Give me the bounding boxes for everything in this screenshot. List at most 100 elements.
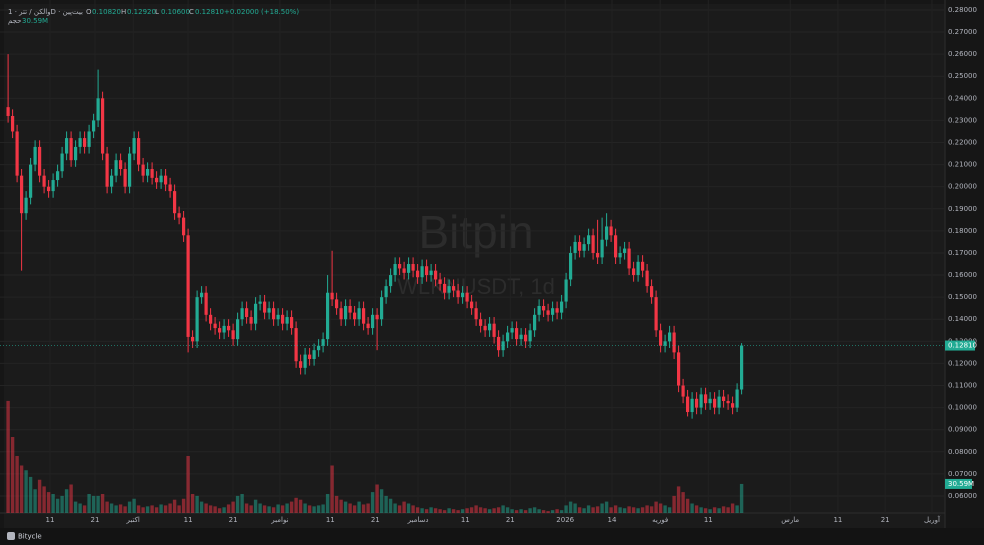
candle-body xyxy=(285,317,289,324)
candle-body xyxy=(344,305,348,320)
candle-body xyxy=(222,325,226,333)
volume-bar xyxy=(370,492,375,513)
volume-bar xyxy=(384,495,388,513)
open-value: 0.10820 xyxy=(92,8,121,16)
volume-bar xyxy=(690,503,694,513)
volume-bar xyxy=(330,465,334,513)
candle-body xyxy=(632,268,636,276)
candle-body xyxy=(465,292,469,302)
volume-bar xyxy=(631,507,636,513)
volume-bar xyxy=(141,507,145,513)
volume-bar xyxy=(339,499,343,513)
volume-value: 30.59M xyxy=(22,17,48,25)
candle-body xyxy=(506,332,510,342)
volume-bar xyxy=(289,501,294,513)
volume-bar xyxy=(546,511,550,513)
candle-body xyxy=(254,303,258,324)
candle-body xyxy=(600,239,604,258)
volume-bar xyxy=(397,505,402,513)
open-label: O xyxy=(86,8,92,16)
volume-bar xyxy=(69,484,73,513)
volume-bar xyxy=(222,507,226,513)
candle-body xyxy=(654,297,658,331)
candle-body xyxy=(713,398,717,408)
volume-bar xyxy=(352,505,357,513)
candle-body xyxy=(704,394,708,404)
volume-bar xyxy=(393,503,397,513)
low-label: L xyxy=(155,8,159,16)
candle-body xyxy=(537,305,541,315)
volume-bar xyxy=(577,507,582,513)
candle-body xyxy=(497,336,501,351)
candle-body xyxy=(690,398,694,413)
x-tick-label: اکتبر xyxy=(126,516,140,524)
candle-body xyxy=(672,332,676,353)
volume-bar xyxy=(172,499,177,513)
candle-body xyxy=(717,396,721,408)
candle-body xyxy=(317,345,321,351)
volume-bar xyxy=(537,509,541,513)
axes: 0.06000 0.07000 0.08000 0.09000 0.10000 0.110… xyxy=(0,6,977,524)
volume-bar xyxy=(136,505,141,513)
volume-bar xyxy=(82,505,87,513)
candle-body xyxy=(51,180,55,192)
x-tick-label: فوریه xyxy=(652,516,668,524)
volume-bar xyxy=(460,509,465,513)
volume-bar xyxy=(645,505,649,513)
volume-bar xyxy=(469,507,474,513)
candle-body xyxy=(231,330,235,340)
candle-body xyxy=(425,266,429,276)
candle-body xyxy=(542,305,546,311)
volume-bar xyxy=(168,503,172,513)
volume-bar xyxy=(294,497,298,513)
volume-bar xyxy=(177,505,181,513)
candle-body xyxy=(591,235,595,253)
x-tick-label: 11 xyxy=(704,516,713,524)
volume-bar xyxy=(672,495,676,513)
volume-bar xyxy=(285,503,289,513)
x-tick-label: 14 xyxy=(608,516,617,524)
candle-body xyxy=(33,146,37,165)
candle-body xyxy=(636,261,640,276)
volume-bar xyxy=(334,495,339,513)
volume-bar xyxy=(591,507,595,513)
volume-bar xyxy=(375,484,379,513)
change-value: +0.02000 (+18.50%) xyxy=(224,8,299,16)
y-tick-label: 0.07000 xyxy=(948,470,977,478)
y-tick-label: 0.22000 xyxy=(948,139,977,147)
candle-body xyxy=(740,345,744,390)
high-value: 0.12920 xyxy=(127,8,156,16)
volume-bar xyxy=(159,504,163,513)
candle-body xyxy=(200,292,204,298)
candle-body xyxy=(74,146,78,161)
volume-bar xyxy=(735,505,739,513)
volume-bar xyxy=(231,501,235,513)
candle-body xyxy=(123,169,127,187)
volume-bar xyxy=(276,504,280,513)
volume-bar xyxy=(685,498,690,513)
volume-bar xyxy=(19,465,24,513)
x-tick-label: 11 xyxy=(326,516,335,524)
candle-body xyxy=(348,305,352,313)
candle-body xyxy=(159,175,163,183)
candle-body xyxy=(339,308,343,320)
volume-bar xyxy=(123,506,127,513)
volume-bar xyxy=(208,505,213,513)
volume-bar xyxy=(127,501,132,513)
y-tick-label: 0.10000 xyxy=(948,404,977,412)
candle-body xyxy=(389,275,393,287)
x-tick-label: آوریل xyxy=(924,515,941,524)
candle-body xyxy=(411,264,415,271)
volume-bar xyxy=(24,470,28,513)
volume-bar xyxy=(388,498,393,513)
volume-bar xyxy=(154,507,159,513)
volume-bar xyxy=(654,501,658,513)
volume-bar xyxy=(105,501,109,513)
volume-bar xyxy=(600,503,604,513)
candle-body xyxy=(375,314,379,320)
volume-bar xyxy=(42,486,46,513)
candle-body xyxy=(69,138,73,161)
candle-body xyxy=(353,312,357,320)
candle-body xyxy=(24,197,28,214)
candle-body xyxy=(555,308,559,313)
